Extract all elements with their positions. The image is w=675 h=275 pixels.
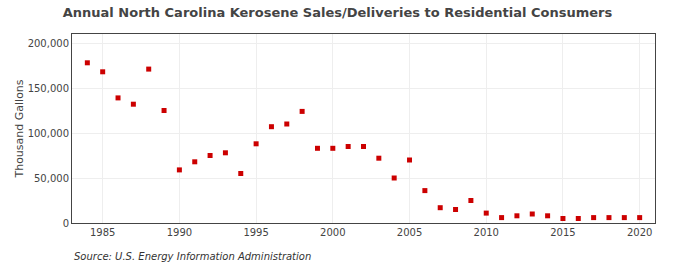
- svg-text:Source: U.S. Energy Informatio: Source: U.S. Energy Information Administ…: [74, 251, 311, 262]
- svg-text:1985: 1985: [90, 227, 115, 238]
- svg-text:2010: 2010: [474, 227, 499, 238]
- svg-text:Thousand Gallons: Thousand Gallons: [13, 79, 26, 178]
- svg-text:2020: 2020: [627, 227, 652, 238]
- svg-text:Annual North Carolina Kerosene: Annual North Carolina Kerosene Sales/Del…: [63, 5, 613, 20]
- svg-text:50,000: 50,000: [34, 173, 69, 184]
- svg-text:0: 0: [63, 218, 69, 229]
- svg-text:2000: 2000: [320, 227, 345, 238]
- svg-text:2015: 2015: [550, 227, 575, 238]
- svg-text:2005: 2005: [397, 227, 422, 238]
- svg-text:200,000: 200,000: [28, 38, 69, 49]
- svg-text:150,000: 150,000: [28, 83, 69, 94]
- svg-text:1990: 1990: [167, 227, 192, 238]
- svg-text:100,000: 100,000: [28, 128, 69, 139]
- svg-text:1995: 1995: [243, 227, 268, 238]
